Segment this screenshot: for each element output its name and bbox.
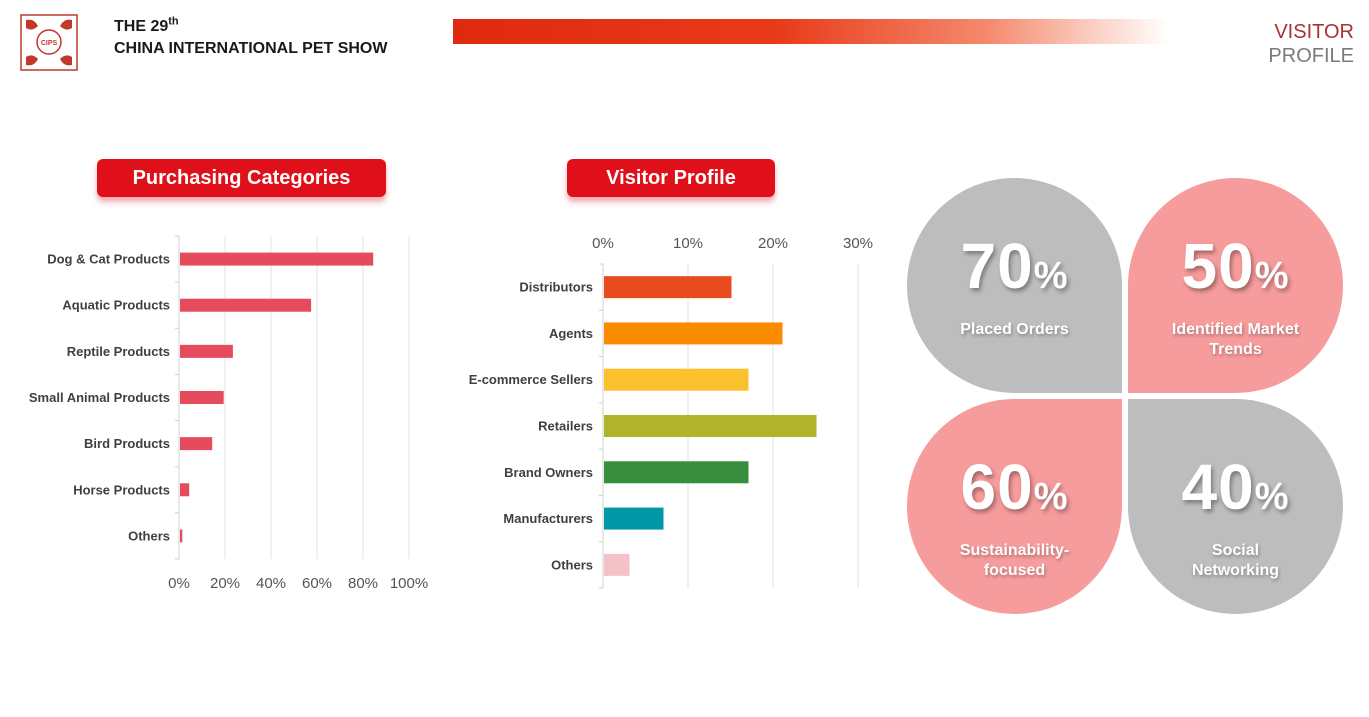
tick-label: 60%	[302, 575, 332, 592]
page-title-line2: PROFILE	[1268, 45, 1354, 67]
bar-bird-products	[180, 437, 213, 451]
tick-label: 10%	[673, 235, 703, 252]
stat-label: Placed Orders	[960, 321, 1069, 338]
category-label-agents: Agents	[549, 326, 593, 341]
tick-label: 20%	[210, 575, 240, 592]
stat-social-networking: 40% Social Networking	[1128, 399, 1343, 614]
bar-reptile-products	[180, 344, 233, 358]
bar-horse-products	[180, 483, 190, 497]
stat-placed-orders: 70% Placed Orders	[907, 178, 1122, 393]
tick-label: 0%	[168, 575, 190, 592]
logo-text: CIPS	[41, 40, 58, 47]
category-label-others: Others	[128, 528, 170, 543]
bar-others	[180, 529, 183, 543]
tick-label: 30%	[843, 235, 873, 252]
category-label-retailers: Retailers	[538, 419, 593, 434]
category-label-others: Others	[551, 557, 593, 572]
category-label-horse-products: Horse Products	[73, 482, 170, 497]
bar-others	[604, 553, 630, 576]
visitor-title: Visitor Profile	[567, 159, 775, 197]
page-title-line1: VISITOR	[1274, 21, 1354, 43]
visitor-chart: 0% 10% 20% 30% Distributors Agents E-commerce …	[469, 235, 873, 589]
title-sup: th	[168, 15, 179, 28]
bar-small-animal-products	[180, 391, 224, 404]
category-label-e-commerce-sellers: E-commerce Sellers	[469, 372, 593, 387]
tick-label: 80%	[348, 575, 378, 592]
stat-value: 70%	[960, 230, 1069, 302]
stat-label: Identified Market Trends	[1171, 321, 1300, 358]
stat-label: Social Networking	[1191, 542, 1280, 579]
category-label-manufacturers: Manufacturers	[503, 511, 593, 526]
stat-value: 40%	[1181, 451, 1290, 523]
stat-label: Sustainability-focused	[959, 542, 1070, 579]
category-label-small-animal-products: Small Animal Products	[29, 390, 170, 405]
category-label-bird-products: Bird Products	[84, 436, 170, 451]
category-label-dog-cat-products: Dog & Cat Products	[47, 252, 170, 267]
stat-sustainability: 60% Sustainability-focused	[907, 399, 1122, 614]
purchasing-title: Purchasing Categories	[97, 159, 386, 197]
bar-manufacturers	[604, 507, 664, 530]
title-prefix: THE 29	[114, 18, 169, 35]
category-label-aquatic-products: Aquatic Products	[62, 298, 170, 313]
tick-label: 100%	[390, 575, 428, 592]
bar-distributors	[604, 276, 732, 299]
bar-retailers	[604, 415, 817, 437]
bar-brand-owners	[604, 461, 749, 484]
tick-label: 40%	[256, 575, 286, 592]
title-line2: CHINA INTERNATIONAL PET SHOW	[114, 40, 388, 57]
bar-dog-cat-products	[180, 252, 374, 266]
purchasing-chart: 0% 20% 40% 60% 80% 100% Dog & Cat Products Aqua…	[29, 235, 428, 592]
category-label-distributors: Distributors	[519, 280, 593, 295]
tick-label: 20%	[758, 235, 788, 252]
bar-e-commerce-sellers	[604, 368, 749, 391]
show-title: THE 29th CHINA INTERNATIONAL PET SHOW	[114, 16, 387, 60]
bar-aquatic-products	[180, 298, 312, 312]
header-band	[453, 19, 1168, 44]
category-label-reptile-products: Reptile Products	[67, 344, 170, 359]
cips-logo: CIPS	[20, 14, 78, 71]
stat-market-trends: 50% Identified Market Trends	[1128, 178, 1343, 393]
tick-label: 0%	[592, 235, 614, 252]
stat-value: 50%	[1181, 230, 1290, 302]
stat-value: 60%	[960, 451, 1069, 523]
category-label-brand-owners: Brand Owners	[504, 465, 593, 480]
page-title: VISITOR PROFILE	[1268, 20, 1354, 68]
bar-agents	[604, 322, 783, 345]
